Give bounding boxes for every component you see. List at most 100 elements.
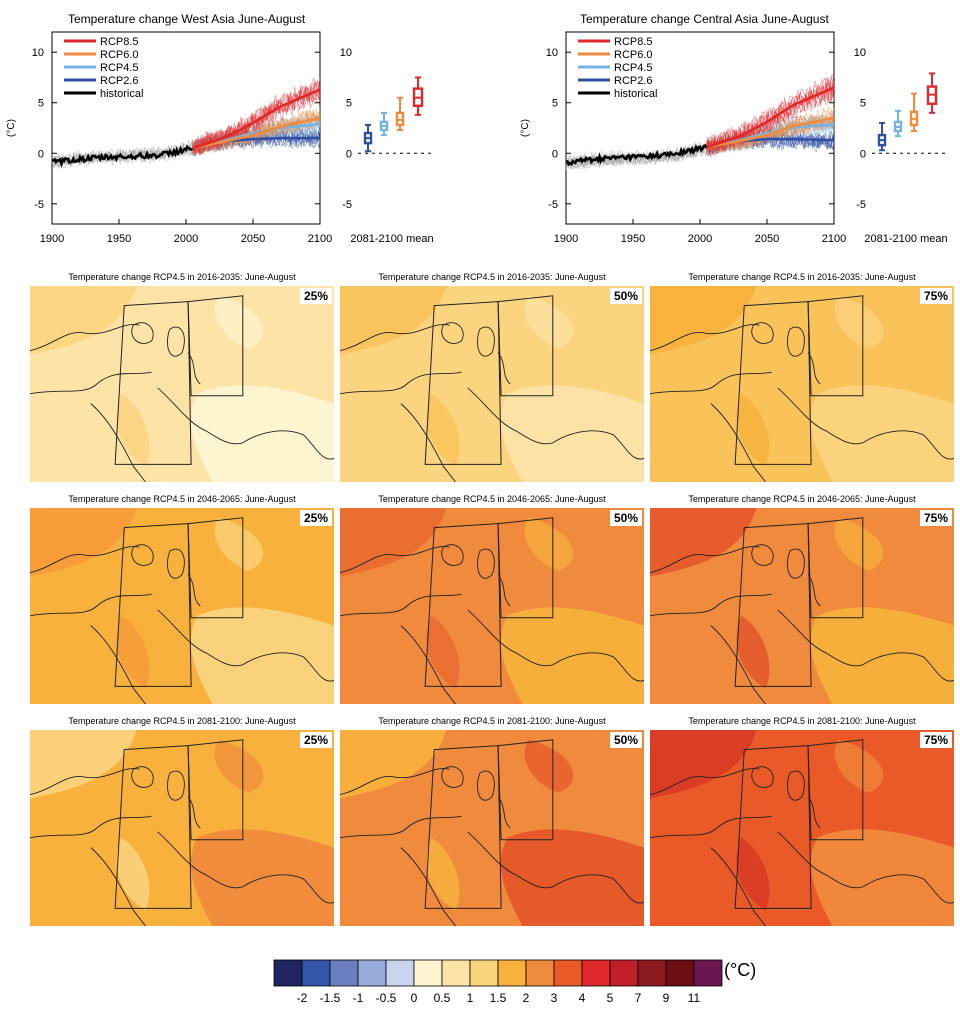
y-tick-label-right: 10 (854, 47, 866, 59)
map-panel: 50% (340, 508, 644, 704)
legend-label-historical: historical (614, 88, 657, 100)
coastline (441, 322, 464, 344)
legend-label-rcp2.6: RCP2.6 (614, 75, 653, 87)
legend-label-rcp2.6: RCP2.6 (100, 75, 139, 87)
coastline (777, 609, 863, 667)
colorbar-label: -1.5 (320, 991, 341, 1005)
coastline (777, 387, 863, 445)
x-tick-label: 2000 (174, 233, 198, 245)
x-tick-label: 2050 (755, 233, 779, 245)
coastline (340, 324, 450, 352)
colorbar-label: 0.5 (434, 991, 451, 1005)
coastline (650, 546, 760, 574)
coastline (467, 609, 553, 667)
colorbar-swatch (413, 959, 443, 987)
region-box-central-asia (187, 739, 244, 841)
map-title: Temperature change RCP4.5 in 2081-2100: … (378, 716, 606, 726)
y-tick-label-right: 5 (346, 98, 352, 110)
coastline (242, 652, 334, 682)
colorbar-swatch (469, 959, 499, 987)
map-field-patch (30, 508, 137, 577)
percentile-label: 75% (919, 732, 952, 748)
y-tick-label: 10 (546, 47, 558, 59)
coastline (477, 326, 495, 357)
coastline (167, 548, 185, 579)
map-field-patch (340, 508, 447, 577)
ts-central-title: Temperature change Central Asia June-Aug… (580, 12, 829, 26)
map-field-patch (30, 286, 137, 355)
map-field-patch (650, 730, 757, 799)
west-asia-timeseries-chart: 10 10 5 5 0 0 -5 -5 1900 1950 2000 2050 2100 (°C) RCP8… (6, 31, 434, 245)
coastline (751, 544, 774, 566)
y-tick-label: -5 (548, 199, 558, 211)
boxplot-box (395, 111, 405, 127)
boxplot-axis-label: 2081-2100 mean (350, 233, 433, 245)
region-box-west-asia (424, 301, 502, 465)
map-field-patch (524, 517, 574, 571)
map-title: Temperature change RCP4.5 in 2016-2035: … (68, 272, 296, 282)
coastline (157, 831, 243, 889)
region-box-central-asia (187, 517, 244, 619)
coastline (441, 544, 464, 566)
region-box-west-asia (734, 523, 812, 687)
region-box-central-asia (807, 517, 864, 619)
coastline (467, 387, 553, 445)
coastline (787, 326, 805, 357)
coastline (30, 593, 152, 617)
region-box-west-asia (114, 745, 192, 909)
y-tick-label: -5 (34, 199, 44, 211)
region-box-west-asia (734, 745, 812, 909)
colorbar-label: 4 (579, 991, 586, 1005)
region-box-central-asia (807, 295, 864, 397)
region-box-central-asia (187, 295, 244, 397)
colorbar-swatch (665, 959, 695, 987)
region-box-central-asia (807, 739, 864, 841)
y-tick-label-right: 0 (346, 148, 352, 160)
coastline (552, 652, 644, 682)
y-tick-label: 10 (32, 47, 44, 59)
map-field-patch (834, 517, 884, 571)
coastline (340, 371, 462, 395)
map-field-patch (426, 837, 460, 911)
colorbar-unit: (°C) (724, 960, 757, 980)
coastline (787, 548, 805, 579)
ensemble-member-historical (51, 140, 193, 165)
coastline (441, 766, 464, 788)
map-title: Temperature change RCP4.5 in 2046-2065: … (378, 494, 606, 504)
map-title: Temperature change RCP4.5 in 2016-2035: … (378, 272, 606, 282)
legend-label-rcp8.5: RCP8.5 (100, 36, 139, 48)
coastline (242, 430, 334, 460)
map-title: Temperature change RCP4.5 in 2016-2035: … (688, 272, 916, 282)
coastline (340, 593, 462, 617)
coastline (242, 874, 334, 904)
x-tick-label: 2050 (241, 233, 265, 245)
coastline (862, 874, 954, 904)
region-box-west-asia (114, 301, 192, 465)
map-panel: 25% (30, 730, 334, 926)
coastline (157, 387, 243, 445)
coastline (30, 546, 140, 574)
map-title: Temperature change RCP4.5 in 2081-2100: … (68, 716, 296, 726)
y-axis-label: (°C) (6, 119, 17, 137)
map-field-patch (426, 615, 460, 689)
mean-line-rcp8.5 (706, 86, 835, 149)
region-box-west-asia (734, 301, 812, 465)
colorbar-label: 5 (607, 991, 614, 1005)
map-panel: 25% (30, 286, 334, 482)
map-svg (650, 508, 954, 704)
map-field-patch (116, 837, 150, 911)
map-panel: 50% (340, 730, 644, 926)
colorbar-label: -2 (297, 991, 308, 1005)
y-tick-label: 0 (552, 148, 558, 160)
map-field-patch (426, 393, 460, 467)
colorbar-swatch (553, 959, 583, 987)
colorbar-swatch (525, 959, 555, 987)
map-title: Temperature change RCP4.5 in 2046-2065: … (688, 494, 916, 504)
x-tick-label: 1950 (107, 233, 131, 245)
legend-label-rcp4.5: RCP4.5 (100, 62, 139, 74)
x-tick-label: 2100 (308, 233, 332, 245)
map-svg (650, 286, 954, 482)
y-tick-label-right: 0 (860, 148, 866, 160)
map-panel: 75% (650, 730, 954, 926)
colorbar-swatch (385, 959, 415, 987)
